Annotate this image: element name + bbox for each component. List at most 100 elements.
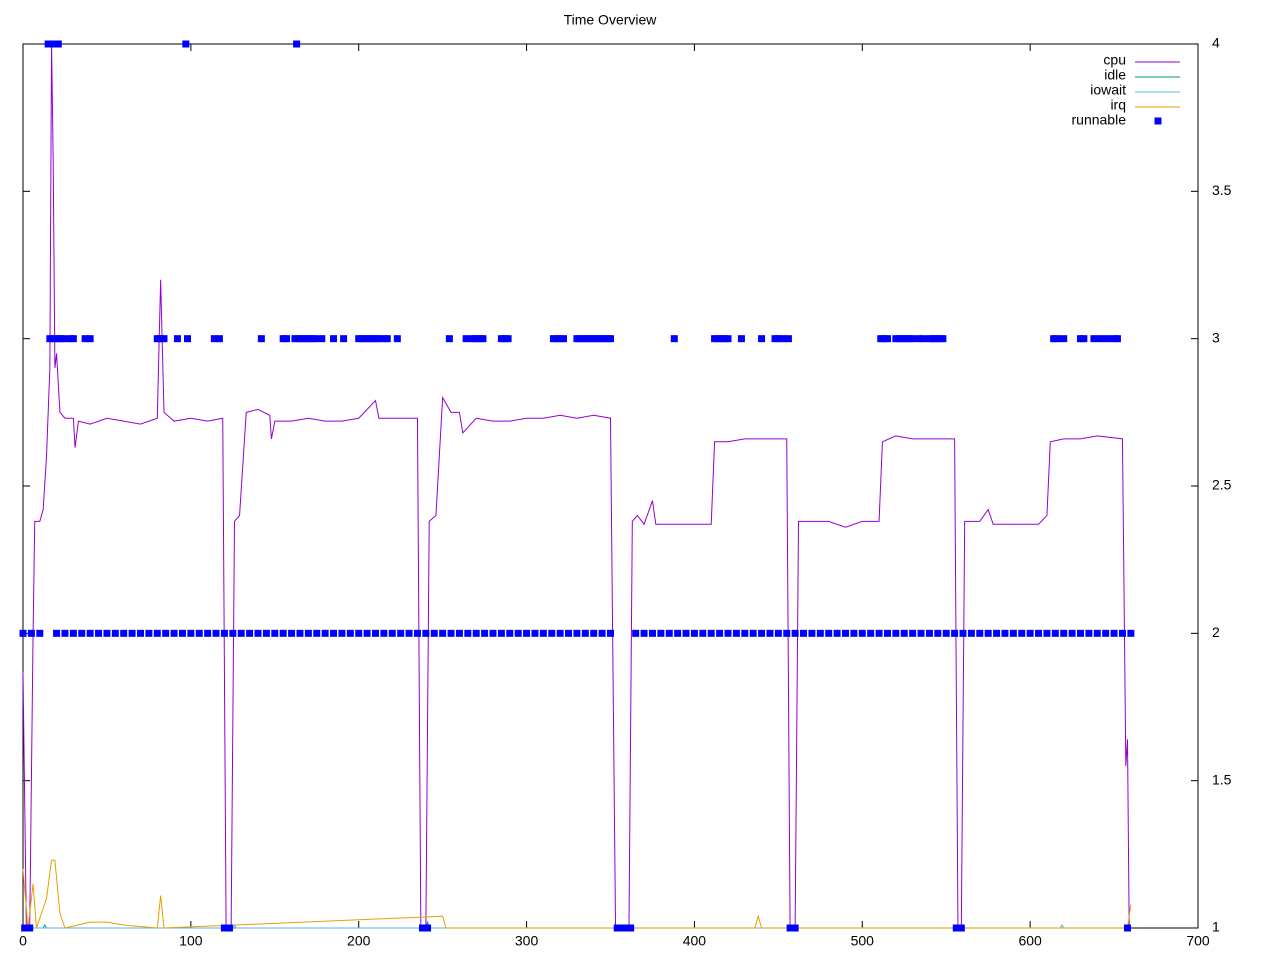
runnable-point (1097, 335, 1105, 343)
legend-label: runnable (1072, 112, 1127, 128)
runnable-point (632, 629, 640, 637)
runnable-point (318, 335, 326, 343)
runnable-point (464, 629, 472, 637)
runnable-point (497, 629, 505, 637)
runnable-point (430, 629, 438, 637)
runnable-point (1060, 629, 1068, 637)
runnable-point (791, 629, 799, 637)
runnable-point (293, 40, 301, 48)
runnable-point (952, 924, 960, 932)
runnable-point (976, 629, 984, 637)
series-line (22, 859, 1132, 929)
runnable-point (1035, 629, 1043, 637)
runnable-point (967, 629, 975, 637)
runnable-point (153, 629, 161, 637)
runnable-point (69, 335, 77, 343)
y-tick-label: 3.5 (1212, 182, 1232, 198)
runnable-point (724, 629, 732, 637)
runnable-point (178, 629, 186, 637)
runnable-point (393, 335, 401, 343)
runnable-point (111, 629, 119, 637)
runnable-point (993, 629, 1001, 637)
runnable-point (1077, 629, 1084, 637)
x-tick-label: 600 (1018, 933, 1042, 949)
runnable-point (1102, 629, 1110, 637)
runnable-point (959, 629, 967, 637)
runnable-point (380, 629, 388, 637)
legend-label: idle (1104, 67, 1126, 83)
runnable-point (69, 629, 77, 637)
runnable-point (640, 629, 648, 637)
runnable-point (909, 629, 917, 637)
runnable-point (833, 629, 841, 637)
legend-swatch (1154, 117, 1162, 125)
runnable-point (212, 629, 220, 637)
runnable-point (618, 924, 626, 932)
legend-label: cpu (1103, 52, 1126, 68)
runnable-point (565, 629, 573, 637)
runnable-point (397, 629, 405, 637)
runnable-point (78, 629, 86, 637)
runnable-point (816, 629, 824, 637)
y-tick-label: 2.5 (1212, 477, 1232, 493)
plot-frame (22, 43, 1199, 929)
runnable-point (724, 335, 732, 343)
runnable-point (674, 629, 682, 637)
runnable-point (867, 629, 875, 637)
runnable-point (791, 924, 799, 932)
runnable-point (26, 924, 34, 932)
runnable-point (556, 629, 564, 637)
runnable-point (383, 335, 391, 343)
runnable-point (581, 629, 589, 637)
runnable-point (330, 629, 338, 637)
runnable-point (225, 924, 233, 932)
runnable-point (338, 629, 346, 637)
runnable-point (825, 629, 833, 637)
runnable-point (875, 629, 883, 637)
runnable-point (81, 335, 89, 343)
runnable-point (504, 335, 512, 343)
runnable-point (539, 629, 547, 637)
runnable-point (375, 335, 383, 343)
runnable-point (942, 629, 950, 637)
runnable-point (590, 629, 598, 637)
runnable-point (951, 629, 959, 637)
runnable-point (607, 335, 614, 343)
runnable-point (262, 629, 270, 637)
runnable-point (506, 629, 514, 637)
runnable-point (215, 335, 223, 343)
runnable-point (1103, 335, 1111, 343)
runnable-point (900, 629, 908, 637)
runnable-point (1110, 629, 1118, 637)
runnable-point (388, 629, 396, 637)
runnable-point (1085, 629, 1093, 637)
runnable-point (1026, 629, 1034, 637)
runnable-point (182, 40, 190, 48)
runnable-point (808, 629, 816, 637)
runnable-point (422, 629, 430, 637)
runnable-point (405, 629, 413, 637)
runnable-point (246, 629, 254, 637)
runnable-point (682, 629, 690, 637)
runnable-point (1001, 629, 1009, 637)
runnable-point (95, 629, 103, 637)
runnable-point (607, 629, 614, 637)
x-tick-label: 300 (515, 933, 539, 949)
runnable-point (1080, 335, 1088, 343)
runnable-point (220, 924, 228, 932)
runnable-point (514, 629, 522, 637)
runnable-point (279, 629, 287, 637)
runnable-point (707, 629, 715, 637)
runnable-point (346, 629, 354, 637)
runnable-point (784, 335, 792, 343)
runnable-point (419, 924, 426, 932)
runnable-point (1018, 629, 1026, 637)
runnable-point (1127, 629, 1135, 637)
runnable-point (758, 335, 766, 343)
runnable-point (489, 629, 497, 637)
runnable-point (481, 629, 489, 637)
runnable-point (19, 629, 27, 637)
x-tick-label: 500 (851, 933, 875, 949)
runnable-point (774, 335, 782, 343)
